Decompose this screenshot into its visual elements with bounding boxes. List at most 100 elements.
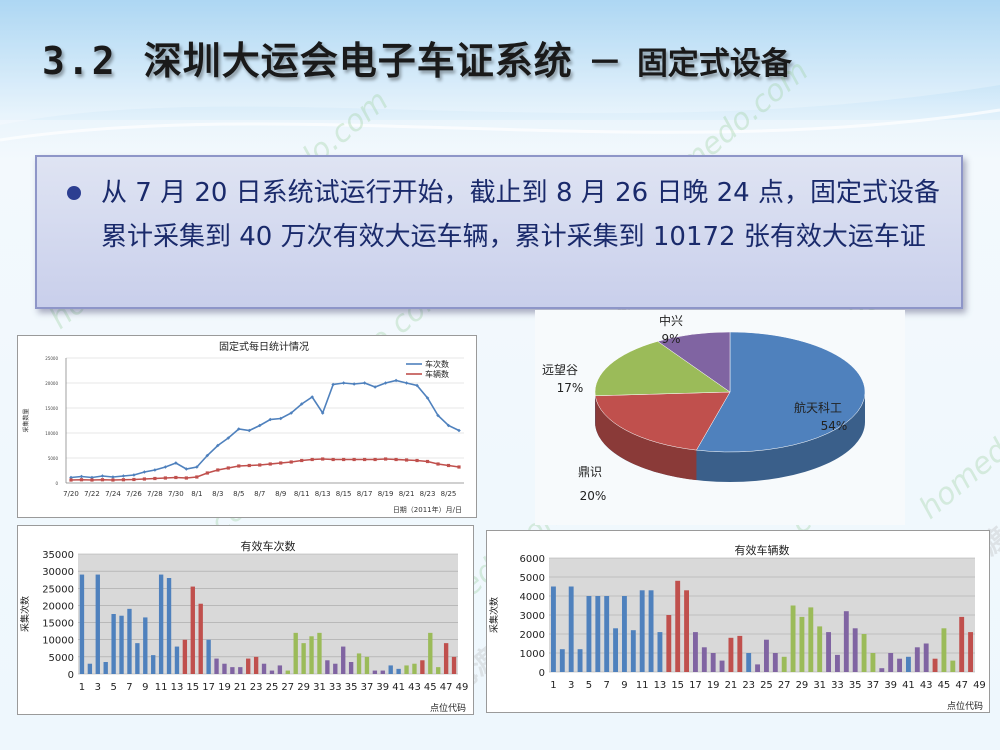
data-point [79,478,84,482]
x-tick-label: 39 [884,680,897,691]
bar [861,634,867,672]
bar [781,656,787,672]
data-point [100,474,105,478]
legend-label: 车次数 [425,359,449,369]
bar [269,670,275,674]
x-tick-label: 7/20 [63,490,79,498]
bar [348,662,354,674]
bar [648,590,654,672]
pie-slice [657,331,731,393]
y-tick-label: 15000 [45,406,58,411]
x-tick-label: 31 [313,682,326,693]
bar [158,574,164,674]
bar-chart-xlabel: 点位代码 [430,702,466,714]
bar-chart-title: 有效车次数 [241,539,296,553]
y-tick-label: 20000 [42,601,74,612]
pie-label-name: 航天科工 [794,400,842,415]
data-point [111,475,115,479]
x-tick-label: 11 [636,680,649,691]
y-tick-label: 5000 [520,573,545,584]
x-tick-label: 45 [424,682,437,693]
x-tick-label: 37 [867,680,880,691]
x-tick-label: 1 [79,682,85,693]
bar [888,653,894,672]
bar [604,596,610,672]
pie-label-percent: 20% [580,489,607,503]
x-tick-label: 19 [707,680,720,691]
bar [380,670,385,674]
bar [914,647,920,672]
bar [396,668,401,674]
x-tick-label: 43 [920,680,933,691]
x-tick-label: 11 [155,682,168,693]
data-point [69,478,73,482]
bar [356,653,362,674]
data-point [163,476,167,480]
legend-label: 车辆数 [425,369,449,379]
x-tick-label: 33 [329,682,342,693]
x-tick-label: 8/1 [191,490,202,498]
bar [261,663,267,674]
x-tick-label: 8/5 [233,490,244,498]
bar [198,603,203,674]
x-tick-label: 25 [760,680,773,691]
bar [755,664,761,672]
line-chart-xlabel: 日期（2011年）月/日 [393,505,462,514]
bar [230,667,235,674]
x-tick-label: 7 [604,680,610,691]
bar [127,608,132,674]
bar [790,605,796,672]
data-point [121,478,126,482]
x-tick-label: 23 [742,680,755,691]
bar [968,632,974,672]
pie-label-name: 中兴 [659,313,683,328]
bar [959,616,965,672]
bar [808,607,814,672]
plot-area [78,554,458,674]
data-point [446,423,451,428]
data-point [394,378,398,383]
data-point [153,476,157,481]
bar [277,665,283,674]
title-subtitle: 固定式设备 [636,46,792,82]
bar [333,663,338,674]
data-point [363,457,367,462]
data-point [446,463,451,468]
bar-chart-ylabel: 采集次数 [488,597,500,633]
x-tick-label: 37 [361,682,374,693]
x-tick-label: 27 [281,682,294,693]
bar [568,586,574,672]
data-point [268,417,273,422]
data-point [321,457,325,461]
bar [182,639,188,674]
pie-label-percent: 17% [557,381,584,395]
x-tick-label: 19 [218,682,231,693]
pie-slice-side [595,395,697,481]
data-point [226,466,230,470]
bar [443,643,449,674]
bar [309,636,314,674]
x-tick-label: 8/11 [294,490,310,498]
title-main: 深圳大运会电子车证系统 [143,39,573,83]
data-point [289,411,294,415]
y-tick-label: 5000 [48,456,59,461]
data-point [132,477,136,482]
valid-trips-bar-chart: 有效车次数 0 5000 10000 15000 20000 25000 30000 35000… [17,525,474,715]
data-point [174,461,178,465]
x-tick-label: 8/19 [378,490,394,498]
x-tick-label: 8/25 [441,490,457,498]
data-point [100,478,105,482]
summary-textbox: 从 7 月 20 日系统试运行开始，截止到 8 月 26 日晚 24 点，固定式… [35,155,963,309]
x-tick-label: 8/3 [212,490,223,498]
bar [317,632,322,674]
data-point [457,465,461,469]
y-tick-label: 25000 [45,356,58,361]
data-point [111,478,115,482]
line-chart-svg: 固定式每日统计情况 0 5000 10000 15000 20000 25000 采集数量 7/… [22,340,464,514]
data-point [320,411,325,415]
daily-line-chart: 固定式每日统计情况 0 5000 10000 15000 20000 25000 采集数量 7/… [17,335,477,518]
bar [843,611,849,672]
slide-title: 3.2 深圳大运会电子车证系统 － 固定式设备 [42,30,792,85]
data-point [415,383,419,388]
bar [412,663,417,674]
